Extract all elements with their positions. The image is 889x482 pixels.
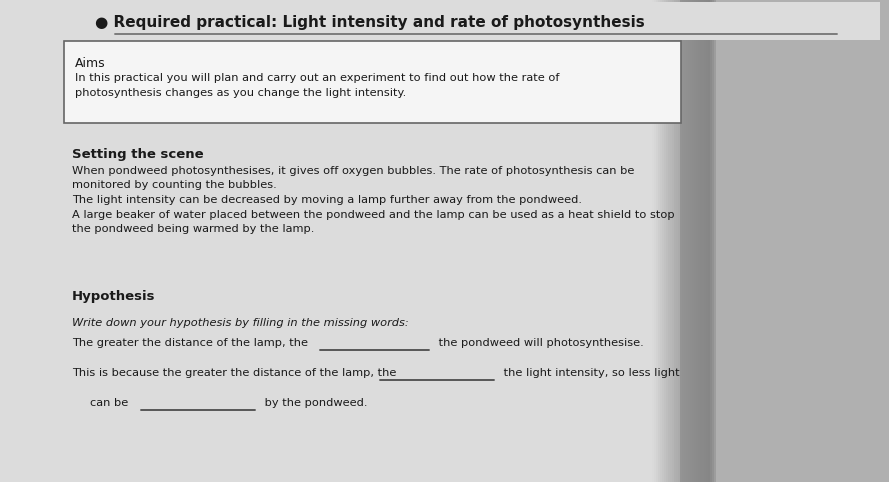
Bar: [696, 0, 704, 482]
Text: the pondweed being warmed by the lamp.: the pondweed being warmed by the lamp.: [72, 224, 315, 234]
Bar: [652, 0, 660, 482]
Bar: [0, 0, 680, 482]
Text: the pondweed will photosynthesise.: the pondweed will photosynthesise.: [435, 338, 644, 348]
Bar: [686, 0, 694, 482]
Text: A large beaker of water placed between the pondweed and the lamp can be used as : A large beaker of water placed between t…: [72, 210, 675, 220]
Bar: [704, 0, 712, 482]
Bar: [660, 0, 668, 482]
Bar: [688, 0, 696, 482]
Text: When pondweed photosynthesises, it gives off oxygen bubbles. The rate of photosy: When pondweed photosynthesises, it gives…: [72, 166, 635, 176]
Bar: [690, 0, 698, 482]
Text: can be: can be: [90, 398, 132, 408]
Text: photosynthesis changes as you change the light intensity.: photosynthesis changes as you change the…: [75, 88, 406, 98]
Bar: [706, 0, 714, 482]
Bar: [676, 0, 684, 482]
Bar: [680, 0, 688, 482]
Bar: [692, 0, 700, 482]
Bar: [664, 0, 672, 482]
Bar: [708, 0, 716, 482]
Text: Hypothesis: Hypothesis: [72, 290, 156, 303]
Bar: [670, 0, 678, 482]
Bar: [694, 0, 702, 482]
Bar: [658, 0, 666, 482]
Bar: [60, 2, 880, 40]
Bar: [682, 0, 690, 482]
Bar: [700, 0, 708, 482]
Bar: [668, 0, 676, 482]
Text: by the pondweed.: by the pondweed.: [261, 398, 367, 408]
Bar: [684, 0, 692, 482]
Bar: [666, 0, 674, 482]
Text: Aims: Aims: [75, 57, 106, 70]
Text: the light intensity, so less light: the light intensity, so less light: [500, 368, 679, 378]
FancyBboxPatch shape: [64, 41, 681, 123]
Bar: [698, 0, 706, 482]
Text: monitored by counting the bubbles.: monitored by counting the bubbles.: [72, 180, 276, 190]
Text: The light intensity can be decreased by moving a lamp further away from the pond: The light intensity can be decreased by …: [72, 195, 582, 205]
Text: In this practical you will plan and carry out an experiment to find out how the : In this practical you will plan and carr…: [75, 73, 559, 83]
Text: ● Required practical: Light intensity and rate of photosynthesis: ● Required practical: Light intensity an…: [95, 14, 645, 29]
Text: The greater the distance of the lamp, the: The greater the distance of the lamp, th…: [72, 338, 312, 348]
Bar: [662, 0, 670, 482]
Bar: [678, 0, 686, 482]
Bar: [702, 0, 710, 482]
Text: Write down your hypothesis by filling in the missing words:: Write down your hypothesis by filling in…: [72, 318, 409, 328]
Text: This is because the greater the distance of the lamp, the: This is because the greater the distance…: [72, 368, 400, 378]
Bar: [654, 0, 662, 482]
Bar: [656, 0, 664, 482]
Bar: [674, 0, 682, 482]
Bar: [650, 0, 658, 482]
Text: Setting the scene: Setting the scene: [72, 148, 204, 161]
Bar: [672, 0, 680, 482]
